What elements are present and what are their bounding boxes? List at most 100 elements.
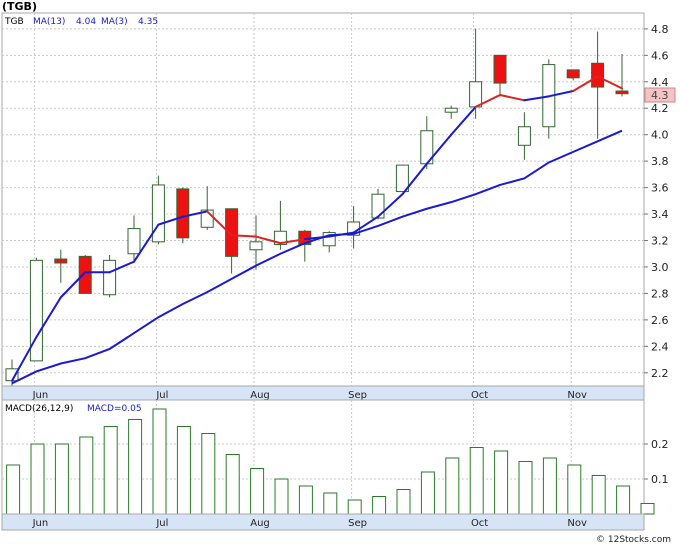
macd-bar — [347, 499, 362, 515]
price-tick-label: 3.4 — [651, 208, 669, 221]
ma3-segment — [157, 215, 184, 226]
macd-bar — [494, 450, 509, 515]
macd-bar — [30, 443, 45, 515]
ma3-segment — [450, 105, 477, 136]
price-tick-label: 3.8 — [651, 155, 669, 168]
macd-bar — [518, 461, 533, 515]
ma3-segment — [181, 210, 209, 218]
price-tick-label: 2.2 — [651, 367, 669, 380]
candle-down — [493, 54, 507, 84]
ma3-segment — [328, 231, 355, 238]
macd-bar — [616, 485, 631, 515]
macd-month-label: Sep — [348, 518, 367, 529]
macd-bar — [103, 426, 118, 515]
price-tick-label: 3.0 — [651, 261, 669, 274]
price-tick-label: 4.4 — [651, 76, 669, 89]
ma3-segment — [108, 260, 135, 274]
ma3-segment — [474, 94, 501, 108]
legend-ma13-value: 4.04 — [76, 17, 96, 27]
macd-bar — [372, 496, 387, 515]
macd-bar — [445, 457, 460, 515]
macd-month-band — [1, 513, 645, 531]
macd-bar — [54, 443, 69, 515]
month-label: Jun — [32, 390, 49, 401]
month-label: Sep — [348, 390, 367, 401]
ma3-segment — [279, 238, 306, 245]
ma3-segment — [352, 215, 379, 234]
macd-bar — [225, 454, 240, 515]
macd-bar — [79, 436, 94, 515]
candle-down — [566, 69, 580, 79]
last-price-label: 4.3 — [651, 89, 669, 102]
macd-month-label: Jun — [32, 518, 49, 529]
ma3-segment — [35, 296, 62, 339]
price-tick-label: 4.0 — [651, 129, 669, 142]
macd-bar — [591, 475, 606, 515]
macd-bar — [274, 478, 289, 515]
macd-tick-label: 0.1 — [651, 473, 669, 486]
candle-down — [615, 90, 629, 95]
macd-bar — [567, 464, 582, 515]
candle-up — [444, 107, 458, 113]
candle-down — [54, 258, 68, 264]
price-panel — [1, 12, 645, 404]
macd-tick-label: 0.2 — [651, 438, 669, 451]
macd-bar — [176, 426, 191, 515]
macd-axis: 0.1 0.2 — [644, 438, 669, 486]
macd-bar — [420, 471, 435, 515]
macd-bar — [298, 485, 313, 515]
ma3-segment — [596, 75, 623, 90]
price-tick-label: 3.2 — [651, 235, 669, 248]
macd-bar — [640, 503, 655, 515]
macd-bar — [152, 408, 167, 515]
macd-bar — [128, 419, 143, 515]
candle-up — [395, 164, 409, 193]
macd-bars — [6, 408, 655, 515]
candle-up — [249, 241, 263, 251]
ma3-segment — [206, 210, 233, 237]
macd-bar — [469, 447, 484, 515]
moving-averages — [11, 75, 623, 385]
candle-up — [371, 193, 385, 219]
macd-month-label: Aug — [250, 518, 270, 529]
ma13-line — [11, 129, 623, 385]
ma3-segment — [133, 223, 160, 263]
ma3-segment — [572, 75, 599, 93]
candle-up — [151, 184, 165, 243]
legend-symbol: TGB — [4, 17, 24, 27]
price-tick-label: 4.8 — [651, 23, 669, 36]
month-label: Jul — [155, 390, 168, 401]
price-tick-label: 3.6 — [651, 182, 669, 195]
month-label: Nov — [567, 390, 587, 401]
candle-up — [517, 126, 531, 146]
candle-up — [29, 259, 43, 362]
candle-down — [591, 62, 605, 88]
macd-bar — [201, 433, 216, 515]
candle-down — [176, 188, 190, 239]
ma3-segment — [255, 235, 282, 245]
ma3-segment — [377, 193, 404, 218]
legend-ma13-label: MA(13) — [33, 17, 65, 27]
ma3-segment — [59, 271, 87, 299]
ma3-segment — [303, 235, 331, 241]
price-tick-label: 2.8 — [651, 287, 669, 300]
candle-up — [127, 228, 141, 255]
candle-down — [78, 255, 92, 294]
candles-group — [5, 28, 629, 386]
watermark: © 12Stocks.com — [596, 535, 671, 545]
candle-up — [103, 259, 117, 296]
ma3-segment — [230, 234, 257, 238]
macd-month-label: Nov — [567, 518, 587, 529]
candle-up — [469, 81, 483, 108]
price-axis: 2.2 2.4 2.6 2.8 3.0 3.2 3.4 3.6 3.8 4.0 4.2 4.4 4.6 4… — [644, 23, 669, 380]
macd-bar — [323, 492, 338, 515]
price-tick-label: 2.6 — [651, 314, 669, 327]
price-tick-label: 2.4 — [651, 340, 669, 353]
macd-bar — [250, 468, 265, 515]
ma3-segment — [499, 94, 526, 102]
candle-down — [225, 208, 239, 257]
month-label: Aug — [250, 390, 270, 401]
legend-ma3-value: 4.35 — [138, 17, 158, 27]
